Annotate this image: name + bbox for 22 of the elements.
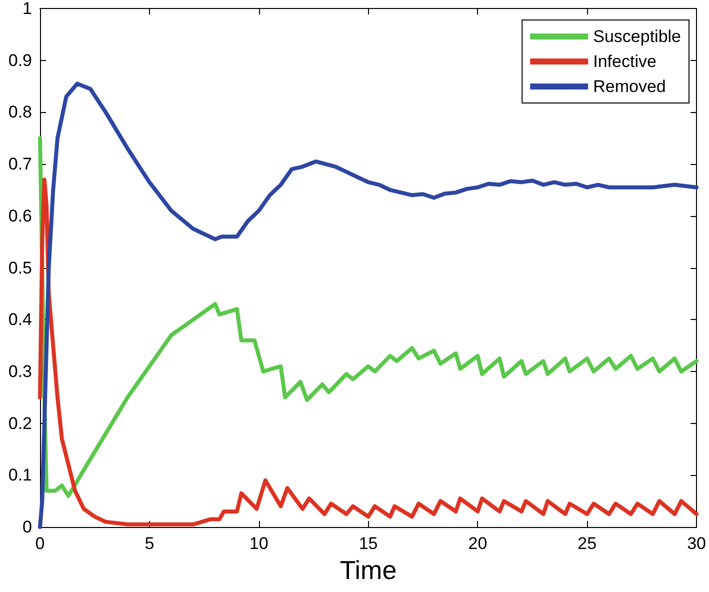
legend-label: Susceptible — [593, 27, 681, 46]
y-tick-label: 0.5 — [8, 258, 32, 278]
x-tick-label: 25 — [578, 534, 597, 553]
x-tick-label: 20 — [468, 534, 488, 553]
y-tick-label: 0.2 — [8, 414, 32, 433]
y-tick-label: 0.8 — [8, 102, 32, 122]
y-tick-label: 1 — [22, 0, 32, 18]
y-tick-label: 0.1 — [8, 466, 32, 485]
legend-label: Removed — [593, 77, 666, 96]
x-tick-label: 30 — [687, 534, 706, 553]
legend-label: Infective — [593, 52, 656, 71]
x-tick-label: 15 — [358, 534, 378, 553]
x-axis-title: Time — [340, 555, 397, 585]
y-tick-label: 0 — [22, 518, 32, 536]
y-tick-label: 0.4 — [8, 310, 32, 330]
x-tick-label: 0 — [35, 534, 45, 553]
x-tick-label: 5 — [144, 534, 154, 553]
y-tick-label: 0.9 — [8, 50, 32, 70]
y-tick-label: 0.7 — [8, 154, 32, 174]
x-tick-label: 10 — [249, 534, 268, 553]
y-tick-label: 0.6 — [8, 206, 32, 226]
y-tick-label: 0.3 — [8, 362, 32, 381]
